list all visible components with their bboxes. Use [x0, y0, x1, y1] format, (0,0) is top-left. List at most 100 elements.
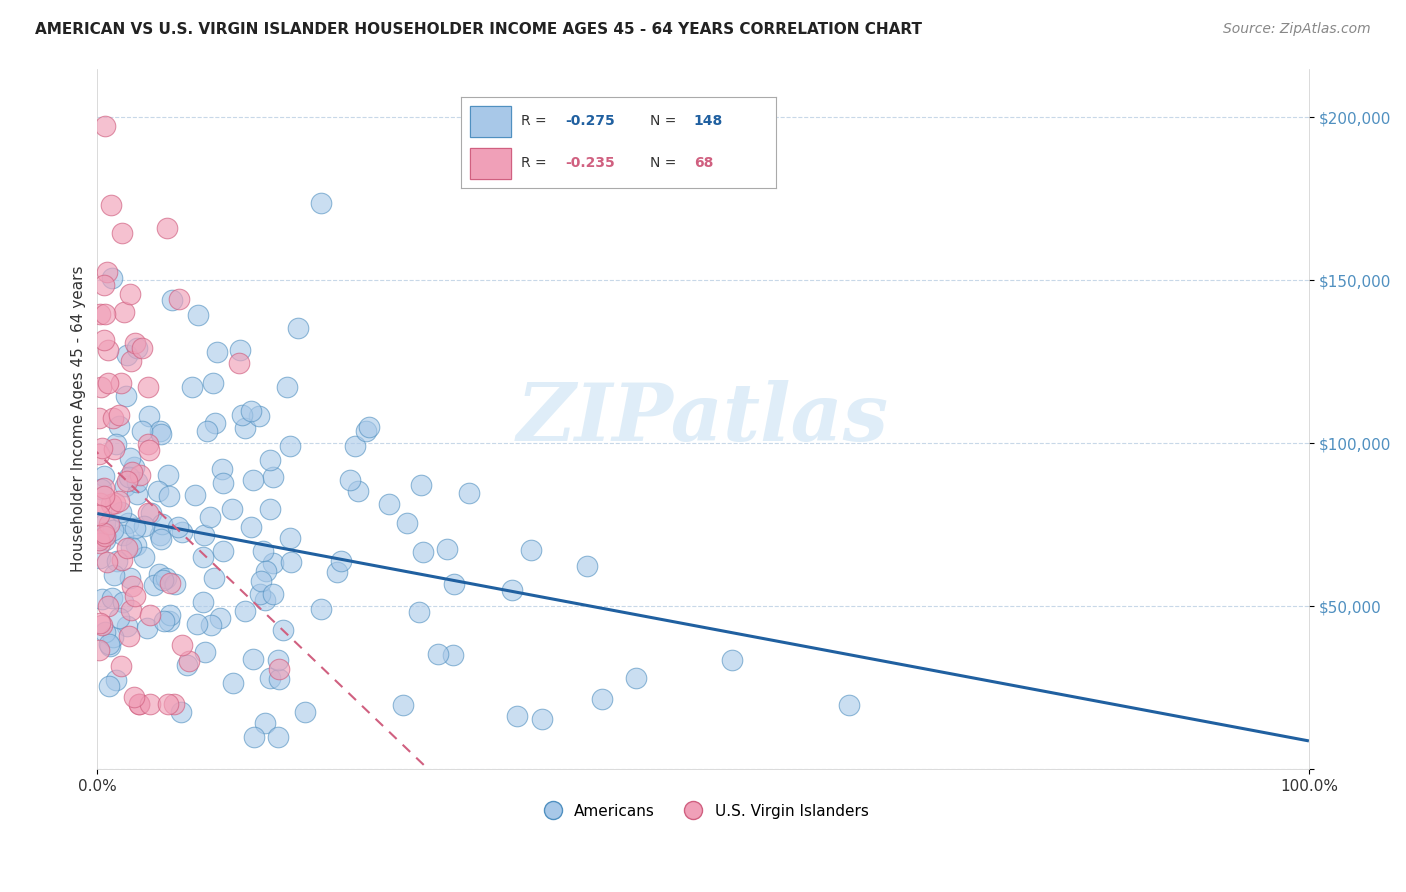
Point [271, 623, 294, 637]
Point [530, 713, 553, 727]
Point [110, 505, 132, 519]
Point [115, 475, 138, 489]
Point [259, 501, 281, 516]
Point [170, 638, 193, 652]
Point [267, 662, 290, 676]
Point [91, 442, 114, 456]
Point [96, 555, 118, 569]
Point [112, 595, 135, 609]
Point [114, 479, 136, 493]
Point [186, 617, 208, 632]
Point [110, 659, 132, 673]
Point [134, 519, 156, 533]
Point [138, 697, 160, 711]
Point [166, 520, 188, 534]
Point [136, 436, 159, 450]
Point [309, 195, 332, 210]
Point [101, 630, 124, 644]
Point [254, 564, 277, 578]
Point [354, 425, 377, 439]
Point [89, 308, 111, 322]
Point [242, 652, 264, 666]
Point [357, 420, 380, 434]
Point [110, 553, 132, 567]
Point [195, 424, 218, 438]
Point [89, 496, 111, 510]
Point [156, 220, 179, 235]
Point [105, 437, 128, 451]
Point [93, 277, 115, 292]
Point [411, 478, 433, 492]
Point [326, 565, 349, 579]
Point [229, 343, 252, 357]
Point [112, 305, 135, 319]
Point [221, 502, 243, 516]
Point [120, 603, 142, 617]
Point [198, 509, 221, 524]
Text: ZIPatlas: ZIPatlas [517, 380, 889, 458]
Point [163, 576, 186, 591]
Point [575, 558, 598, 573]
Point [91, 618, 114, 632]
Point [89, 615, 111, 630]
Point [136, 506, 159, 520]
Point [254, 592, 277, 607]
Point [228, 355, 250, 369]
Point [412, 544, 434, 558]
Point [121, 540, 143, 554]
Point [96, 265, 118, 279]
Point [187, 309, 209, 323]
Point [118, 450, 141, 465]
Point [309, 602, 332, 616]
Point [243, 730, 266, 744]
Point [155, 571, 177, 585]
Point [128, 697, 150, 711]
Point [117, 619, 139, 633]
Point [721, 653, 744, 667]
Point [193, 549, 215, 564]
Point [252, 544, 274, 558]
Point [100, 198, 122, 212]
Point [176, 658, 198, 673]
Point [98, 639, 121, 653]
Point [87, 411, 110, 425]
Point [153, 615, 176, 629]
Point [427, 647, 450, 661]
Point [233, 421, 256, 435]
Point [97, 376, 120, 390]
Point [278, 532, 301, 546]
Point [436, 542, 458, 557]
Point [90, 380, 112, 394]
Point [276, 380, 298, 394]
Point [115, 348, 138, 362]
Point [157, 697, 180, 711]
Point [505, 709, 527, 723]
Point [391, 698, 413, 712]
Point [167, 292, 190, 306]
Point [249, 587, 271, 601]
Point [240, 404, 263, 418]
Point [139, 506, 162, 520]
Point [231, 408, 253, 422]
Point [163, 697, 186, 711]
Point [266, 730, 288, 744]
Point [128, 697, 150, 711]
Point [87, 446, 110, 460]
Point [94, 528, 117, 542]
Point [443, 577, 465, 591]
Point [94, 120, 117, 134]
Point [103, 442, 125, 456]
Point [150, 516, 173, 531]
Point [377, 497, 399, 511]
Point [193, 645, 215, 659]
Point [339, 473, 361, 487]
Text: AMERICAN VS U.S. VIRGIN ISLANDER HOUSEHOLDER INCOME AGES 45 - 64 YEARS CORRELATI: AMERICAN VS U.S. VIRGIN ISLANDER HOUSEHO… [35, 22, 922, 37]
Point [242, 473, 264, 487]
Point [93, 533, 115, 547]
Point [191, 595, 214, 609]
Point [157, 489, 180, 503]
Point [129, 467, 152, 482]
Point [278, 439, 301, 453]
Point [118, 629, 141, 643]
Point [87, 643, 110, 657]
